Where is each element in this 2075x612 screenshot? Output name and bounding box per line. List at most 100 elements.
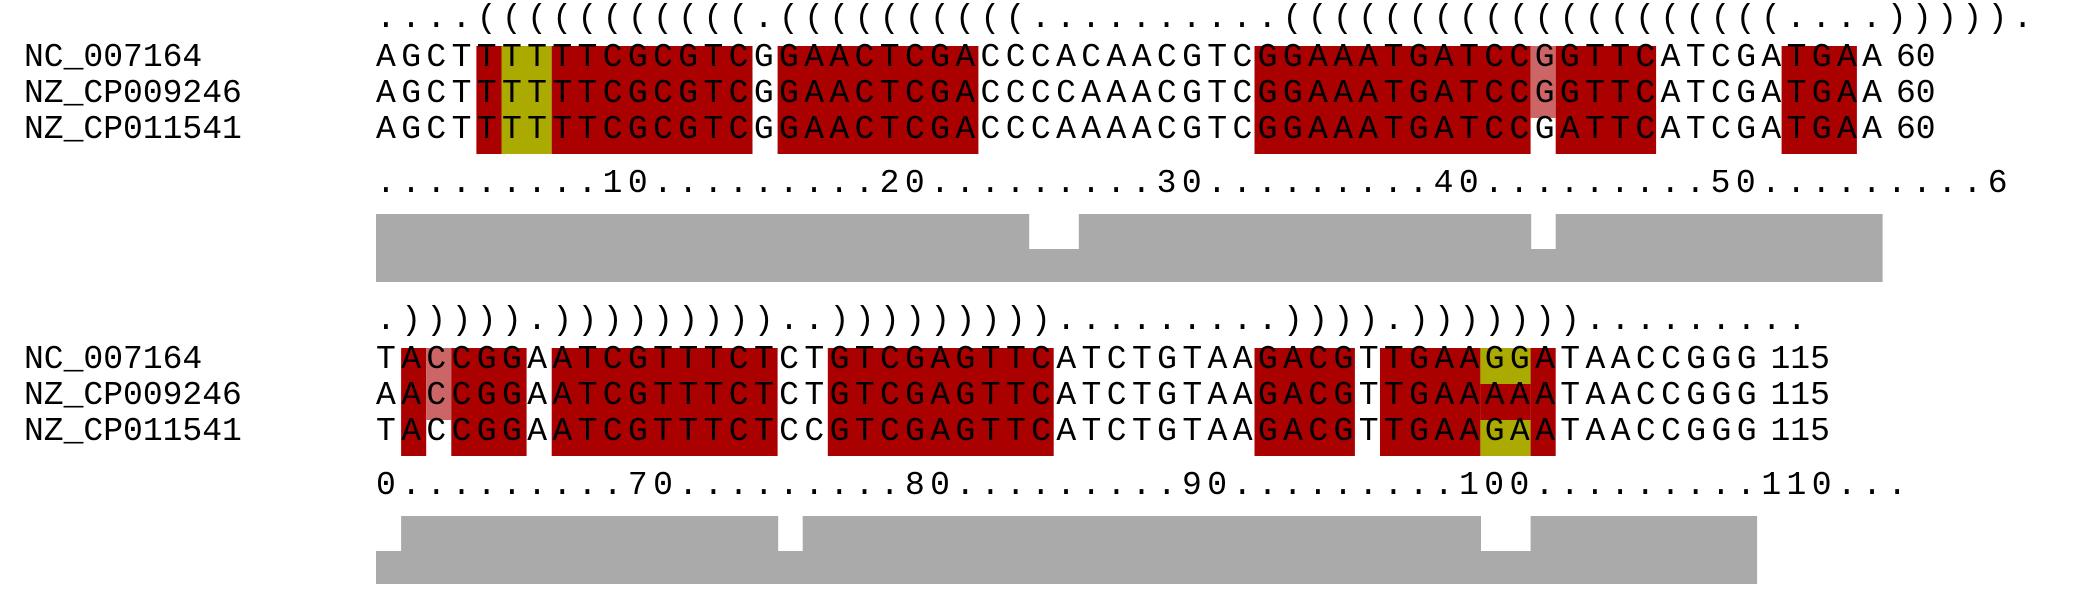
base-pair-highlight xyxy=(1480,348,1531,384)
sequence-name: NC_007164 xyxy=(24,39,202,76)
base-pair-highlight xyxy=(551,46,753,82)
conservation-bar xyxy=(1179,516,1205,584)
base-pair-highlight xyxy=(1254,46,1531,82)
conservation-bar xyxy=(1279,214,1306,282)
conservation-bar xyxy=(1028,516,1055,584)
base-pair-highlight xyxy=(1254,82,1531,118)
conservation-bar xyxy=(777,214,804,282)
base-pair-highlight xyxy=(476,82,502,118)
conservation-bar xyxy=(1129,516,1155,584)
conservation-bar xyxy=(1706,516,1732,584)
conservation-bar xyxy=(1430,516,1456,584)
conservation-bar xyxy=(1480,214,1507,282)
conservation-bar xyxy=(1179,214,1205,282)
conservation-bar xyxy=(1455,516,1481,584)
sequence-name: NZ_CP009246 xyxy=(24,377,242,414)
conservation-bar xyxy=(1254,214,1281,282)
position-ruler: 0.........70.........80.........90......… xyxy=(376,467,1907,504)
conservation-bar xyxy=(1103,516,1130,584)
base-pair-highlight xyxy=(1530,82,1556,118)
conservation-bar xyxy=(1731,516,1758,584)
conservation-bar xyxy=(1580,214,1607,282)
base-pair-highlight xyxy=(1254,118,1531,154)
conservation-bar xyxy=(1530,249,1557,282)
conservation-bar xyxy=(1681,516,1707,584)
sequence-row: AGCTTTTTTCGCGTCGGAACTCGACCCACAACGTCGGAAA… xyxy=(376,39,1882,76)
base-pair-highlight xyxy=(551,348,778,384)
base-pair-highlight xyxy=(1480,384,1531,420)
conservation-bar xyxy=(1053,249,1080,282)
sequence-end-position: 115 xyxy=(1771,413,1830,450)
conservation-bar xyxy=(1154,214,1180,282)
conservation-bar xyxy=(1154,516,1180,584)
sequence-name: NZ_CP011541 xyxy=(24,413,242,450)
conservation-bar xyxy=(1354,214,1381,282)
conservation-bar xyxy=(1254,516,1281,584)
sequence-end-position: 60 xyxy=(1896,75,1936,112)
conservation-bar xyxy=(1681,214,1707,282)
conservation-bar xyxy=(1605,516,1632,584)
base-pair-highlight xyxy=(1781,46,1857,82)
sequence-name: NZ_CP009246 xyxy=(24,75,242,112)
conservation-bar xyxy=(1706,214,1732,282)
conservation-bar xyxy=(1380,214,1406,282)
conservation-bar xyxy=(1806,214,1833,282)
base-pair-highlight xyxy=(501,46,552,82)
conservation-bar xyxy=(677,516,703,584)
conservation-bar xyxy=(576,214,603,282)
conservation-bar xyxy=(827,214,854,282)
conservation-bar xyxy=(1405,214,1431,282)
sequence-end-position: 115 xyxy=(1771,377,1830,414)
conservation-bar xyxy=(1631,214,1657,282)
conservation-bar xyxy=(1204,516,1230,584)
conservation-bar xyxy=(878,214,904,282)
base-pair-highlight xyxy=(777,46,979,82)
conservation-bar xyxy=(1656,214,1682,282)
conservation-bar xyxy=(1003,516,1030,584)
conservation-bar xyxy=(677,214,703,282)
conservation-bar xyxy=(401,516,427,584)
base-pair-highlight xyxy=(1530,46,1556,82)
sequence-row: TACCGGAATCGTTTCTCTGTCGAGTTCATCTGTAAGACGT… xyxy=(376,341,1757,378)
base-pair-highlight xyxy=(1530,384,1556,420)
conservation-bar xyxy=(1530,516,1557,584)
sequence-end-position: 60 xyxy=(1896,111,1936,148)
conservation-bar xyxy=(1555,516,1582,584)
base-pair-highlight xyxy=(551,384,778,420)
conservation-bar xyxy=(953,516,979,584)
base-pair-highlight xyxy=(1555,46,1657,82)
base-pair-highlight xyxy=(426,348,452,384)
conservation-bar xyxy=(1781,214,1808,282)
conservation-bar xyxy=(852,516,879,584)
secondary-structure: .))))).)))))))))..))))))))).........))))… xyxy=(376,302,1807,339)
conservation-bar xyxy=(777,551,804,584)
conservation-bar xyxy=(451,214,477,282)
conservation-bar xyxy=(1480,551,1507,584)
conservation-bar xyxy=(928,516,954,584)
conservation-bar xyxy=(627,516,653,584)
sequence-end-position: 60 xyxy=(1896,39,1936,76)
conservation-bar xyxy=(702,214,728,282)
base-pair-highlight xyxy=(1380,420,1481,456)
conservation-bar xyxy=(376,214,402,282)
base-pair-highlight xyxy=(426,384,452,420)
conservation-bar xyxy=(1455,214,1481,282)
conservation-bar xyxy=(526,516,553,584)
base-pair-highlight xyxy=(551,420,778,456)
base-pair-highlight xyxy=(1254,348,1355,384)
sequence-row: TACCGGAATCGTTTCTCCGTCGAGTTCATCTGTAAGACGT… xyxy=(376,413,1757,450)
conservation-bar xyxy=(551,516,578,584)
conservation-bar xyxy=(1731,214,1758,282)
sequence-name: NZ_CP011541 xyxy=(24,111,242,148)
conservation-bar xyxy=(451,516,477,584)
conservation-bar xyxy=(576,516,603,584)
conservation-bar xyxy=(1656,516,1682,584)
conservation-bar xyxy=(928,214,954,282)
sequence-row: AGCTTTTTTCGCGTCGGAACTCGACCCCAAACGTCGGAAA… xyxy=(376,75,1882,112)
conservation-bar xyxy=(802,516,829,584)
conservation-bar xyxy=(1204,214,1230,282)
sequence-end-position: 115 xyxy=(1771,341,1830,378)
conservation-bar xyxy=(1103,214,1130,282)
conservation-bar xyxy=(1078,516,1105,584)
conservation-bar xyxy=(1430,214,1456,282)
